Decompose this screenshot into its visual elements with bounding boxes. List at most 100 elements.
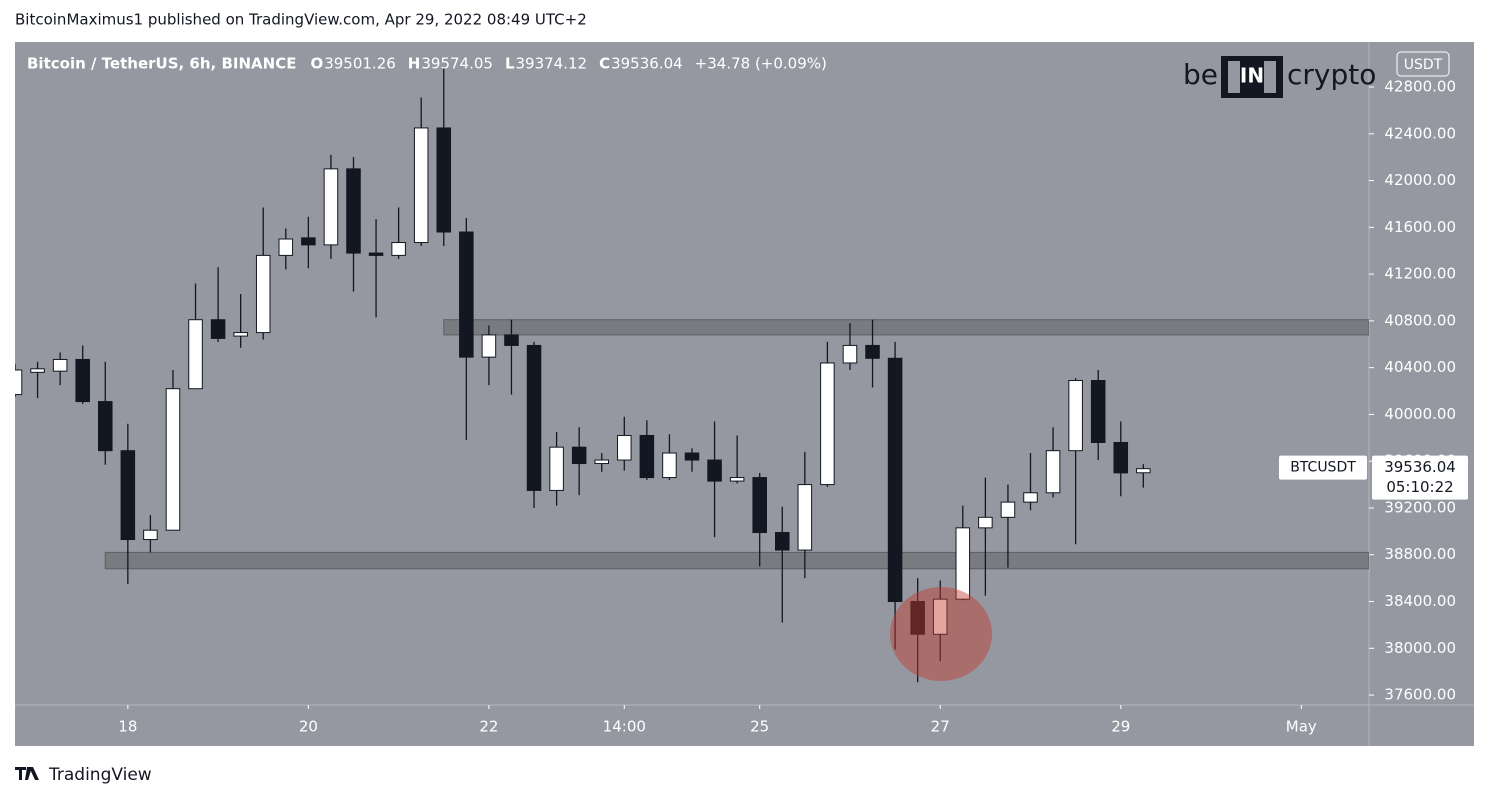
logo-text: IN	[1240, 64, 1264, 88]
candle-body	[684, 452, 700, 461]
x-tick-label: 25	[750, 718, 769, 736]
highlight-circle	[890, 587, 992, 681]
price-tag-text: 39536.04	[1384, 458, 1456, 476]
y-tick-label: 40400.00	[1384, 358, 1456, 376]
candle-body	[1068, 380, 1083, 452]
legend-text: 39501.26	[324, 55, 396, 73]
header: BitcoinMaximus1 published on TradingView…	[15, 11, 587, 29]
legend-text: 39574.05	[421, 55, 493, 73]
candle-body	[15, 369, 23, 396]
symbol-tag	[1279, 455, 1367, 480]
zone	[104, 551, 1369, 570]
candle-body	[887, 357, 903, 603]
zone	[443, 319, 1369, 336]
candle-body	[210, 319, 226, 339]
logo: be IN crypto	[1183, 56, 1376, 98]
candle-body	[459, 231, 474, 358]
currency: USDT	[1404, 57, 1443, 73]
x-tick-label: 29	[1111, 718, 1130, 736]
candle-body	[188, 319, 203, 390]
legend-text: O	[310, 55, 323, 73]
candle-body	[52, 358, 68, 372]
y-tick-label: 38000.00	[1384, 639, 1456, 657]
candle-body	[955, 527, 971, 600]
candle-body	[1090, 380, 1106, 443]
candle-body	[368, 252, 384, 256]
x-tick-label: 20	[299, 718, 318, 736]
y-tick-label: 41600.00	[1384, 218, 1456, 236]
candle-body	[391, 242, 406, 256]
logo-box-center	[1240, 56, 1264, 98]
candle-body	[1136, 468, 1151, 474]
candle-body	[639, 434, 655, 479]
legend-text: Bitcoin / TetherUS, 6h, BINANCE	[27, 55, 296, 73]
candle-body	[413, 127, 429, 244]
candle-body	[30, 368, 45, 373]
candle-body	[662, 452, 677, 479]
candle-body	[97, 401, 113, 452]
candle-body	[301, 237, 316, 246]
candle-body	[120, 450, 136, 541]
x-tick-label: 22	[479, 718, 498, 736]
candle-body	[978, 516, 993, 529]
candle-body	[752, 477, 767, 534]
candle-body	[75, 358, 90, 403]
candle-body	[820, 362, 835, 486]
y-tick-label: 38800.00	[1384, 545, 1456, 563]
legend-text: 39536.04	[611, 55, 683, 73]
candle-body	[617, 434, 632, 461]
candle-body	[233, 332, 248, 337]
y-tick-label: 42800.00	[1384, 78, 1456, 96]
y-tick-label: 42000.00	[1384, 171, 1456, 189]
chart-background	[15, 42, 1474, 746]
logo-text: be	[1183, 58, 1218, 91]
y-tick-label: 38400.00	[1384, 592, 1456, 610]
y-tick-label: 40800.00	[1384, 311, 1456, 329]
candle-body	[165, 388, 181, 531]
legend-text: H	[408, 55, 421, 73]
y-tick-label: 42400.00	[1384, 124, 1456, 142]
legend-text: 39374.12	[516, 55, 588, 73]
candle-body	[436, 127, 452, 233]
candle-body	[1023, 492, 1038, 503]
candle-body	[774, 532, 790, 551]
symbol-tag-text: BTCUSDT	[1290, 460, 1356, 476]
price-tag	[1372, 455, 1468, 500]
candle-body	[594, 459, 610, 465]
x-tick-label: 27	[931, 718, 950, 736]
candle-body	[481, 334, 497, 358]
candle-body	[910, 601, 925, 635]
legend-text: C	[599, 55, 610, 73]
x-tick-label: 14:00	[603, 718, 646, 736]
x-tick-label: 18	[118, 718, 137, 736]
candle-body	[842, 344, 858, 364]
legend-text: L	[505, 55, 515, 73]
y-tick-label: 37600.00	[1384, 686, 1456, 704]
candle-body	[1045, 450, 1061, 494]
footer-logo: TradingView	[15, 765, 152, 785]
candle-body	[549, 446, 564, 491]
candle-body	[526, 344, 542, 491]
countdown: 05:10:22	[1386, 478, 1453, 496]
currency-box	[1396, 51, 1450, 77]
candle-body	[255, 254, 271, 334]
legend-text: +34.78 (+0.09%)	[695, 55, 827, 73]
candle-body	[143, 529, 158, 541]
legend: Bitcoin / TetherUS, 6h, BINANCE O 39501.26…	[27, 55, 827, 73]
candle-body	[932, 598, 948, 635]
tv-icon	[15, 767, 39, 780]
candle-body	[571, 446, 587, 465]
candle-body	[797, 484, 813, 551]
y-tick-label: 40000.00	[1384, 405, 1456, 423]
y-tick-label: 39200.00	[1384, 498, 1456, 516]
plot	[15, 67, 1369, 683]
candle-body	[1000, 501, 1016, 518]
candle-body	[323, 168, 339, 246]
x-tick-label: May	[1286, 718, 1317, 736]
candle-body	[278, 238, 294, 256]
logo-text: crypto	[1287, 58, 1376, 91]
y-tick-label: 41200.00	[1384, 265, 1456, 283]
candle-body	[729, 477, 745, 482]
candle-body	[707, 459, 722, 482]
